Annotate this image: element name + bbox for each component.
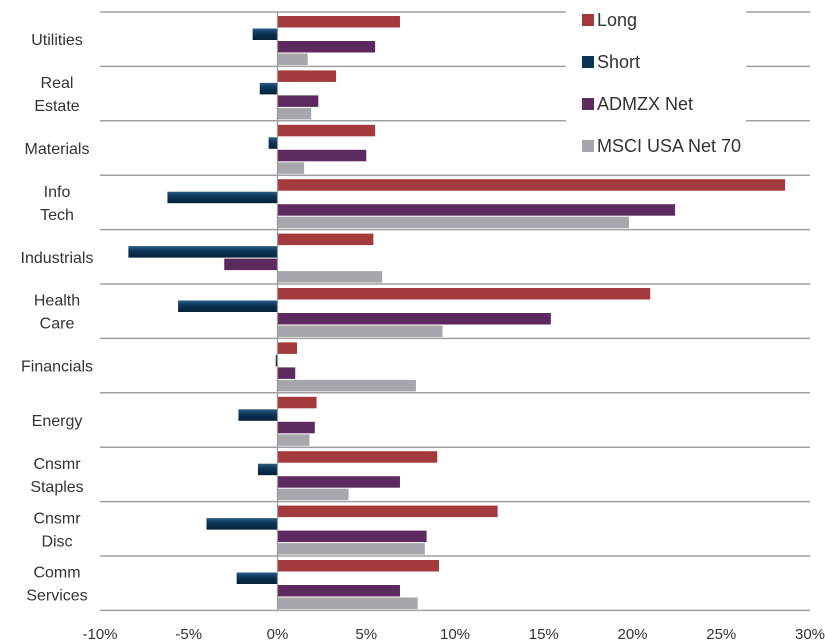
bar-msci-usa-net-70-health-care bbox=[277, 325, 443, 337]
bar-msci-usa-net-70-real-estate bbox=[277, 107, 312, 120]
bar-msci-usa-net-70-financials bbox=[277, 379, 416, 392]
category-label: Health bbox=[34, 293, 80, 310]
bar-short-energy bbox=[238, 409, 278, 421]
bar-long-cnsmr-disc bbox=[277, 505, 498, 518]
bar-short-materials bbox=[268, 137, 278, 149]
legend-label-long: Long bbox=[597, 10, 637, 30]
bar-admzx-net-utilities bbox=[277, 41, 376, 53]
category-label: Services bbox=[26, 588, 87, 605]
x-tick-label: -5% bbox=[175, 626, 202, 643]
bar-long-financials bbox=[277, 342, 298, 354]
bar-admzx-net-financials bbox=[277, 367, 296, 379]
x-tick-label: -10% bbox=[82, 626, 117, 643]
bar-admzx-net-industrials bbox=[224, 258, 278, 271]
bar-short-cnsmr-disc bbox=[206, 518, 278, 530]
bar-short-financials bbox=[275, 354, 278, 367]
bar-long-materials bbox=[277, 124, 376, 137]
category-label: Staples bbox=[30, 479, 83, 496]
bar-msci-usa-net-70-industrials bbox=[277, 271, 383, 283]
bar-msci-usa-net-70-materials bbox=[277, 162, 305, 174]
bar-admzx-net-cnsmr-staples bbox=[277, 476, 400, 488]
bar-long-industrials bbox=[277, 233, 374, 246]
legend-swatch-admzx-net bbox=[582, 98, 594, 110]
legend-label-msci-usa-net-70: MSCI USA Net 70 bbox=[597, 136, 741, 156]
category-label: Disc bbox=[41, 533, 72, 550]
legend-swatch-short bbox=[582, 56, 594, 68]
bar-admzx-net-comm-services bbox=[277, 585, 400, 597]
legend-swatch-msci-usa-net-70 bbox=[582, 140, 594, 152]
category-label: Energy bbox=[32, 413, 83, 430]
x-tick-label: 10% bbox=[440, 626, 470, 643]
bar-msci-usa-net-70-utilities bbox=[277, 53, 308, 65]
bar-msci-usa-net-70-info-tech bbox=[277, 216, 629, 229]
bar-long-energy bbox=[277, 396, 317, 409]
x-tick-label: 5% bbox=[355, 626, 377, 643]
bar-msci-usa-net-70-cnsmr-staples bbox=[277, 488, 349, 501]
bar-short-utilities bbox=[252, 28, 278, 40]
bars bbox=[128, 16, 786, 609]
category-labels: Utilities Real Estate Materials Info Tech Indu… bbox=[21, 32, 94, 605]
category-label: Estate bbox=[34, 98, 79, 115]
bar-long-comm-services bbox=[277, 560, 440, 572]
x-tick-label: 0% bbox=[267, 626, 289, 643]
legend-label-admzx-net: ADMZX Net bbox=[597, 94, 693, 114]
x-tick-label: 20% bbox=[617, 626, 647, 643]
category-label: Care bbox=[40, 316, 75, 333]
bar-admzx-net-energy bbox=[277, 421, 315, 434]
gridlines bbox=[100, 11, 810, 612]
category-label: Tech bbox=[40, 207, 74, 224]
bar-long-health-care bbox=[277, 288, 651, 300]
category-label: Utilities bbox=[31, 32, 83, 49]
bar-admzx-net-health-care bbox=[277, 313, 551, 325]
bar-short-health-care bbox=[178, 300, 278, 312]
bar-msci-usa-net-70-energy bbox=[277, 434, 310, 446]
bar-long-info-tech bbox=[277, 179, 786, 191]
bar-short-info-tech bbox=[167, 191, 278, 204]
bar-short-comm-services bbox=[236, 572, 278, 584]
x-axis: -10% -5% 0% 5% 10% 15% 20% 25% 30% bbox=[82, 12, 825, 643]
bar-short-real-estate bbox=[259, 82, 278, 95]
x-tick-label: 15% bbox=[529, 626, 559, 643]
bar-long-cnsmr-staples bbox=[277, 451, 438, 463]
category-label: Industrials bbox=[21, 250, 94, 267]
legend: Long Short ADMZX Net MSCI USA Net 70 bbox=[566, 2, 746, 168]
category-label: Cnsmr bbox=[33, 456, 81, 473]
category-label: Materials bbox=[25, 141, 90, 158]
category-label: Comm bbox=[33, 565, 80, 582]
category-label: Info bbox=[44, 184, 71, 201]
bar-msci-usa-net-70-cnsmr-disc bbox=[277, 543, 425, 555]
x-tick-label: 30% bbox=[795, 626, 825, 643]
bar-admzx-net-cnsmr-disc bbox=[277, 530, 427, 543]
bar-admzx-net-materials bbox=[277, 149, 367, 162]
bar-short-industrials bbox=[128, 246, 278, 258]
legend-swatch-long bbox=[582, 14, 594, 26]
bar-admzx-net-real-estate bbox=[277, 95, 319, 107]
bar-long-utilities bbox=[277, 16, 400, 28]
bar-short-cnsmr-staples bbox=[257, 463, 278, 476]
category-label: Cnsmr bbox=[33, 510, 81, 527]
category-label: Real bbox=[41, 75, 74, 92]
legend-label-short: Short bbox=[597, 52, 640, 72]
legend-background bbox=[566, 2, 746, 168]
category-label: Financials bbox=[21, 359, 93, 376]
bar-long-real-estate bbox=[277, 70, 337, 82]
bar-msci-usa-net-70-comm-services bbox=[277, 597, 418, 609]
x-tick-label: 25% bbox=[706, 626, 736, 643]
bar-admzx-net-info-tech bbox=[277, 204, 676, 216]
